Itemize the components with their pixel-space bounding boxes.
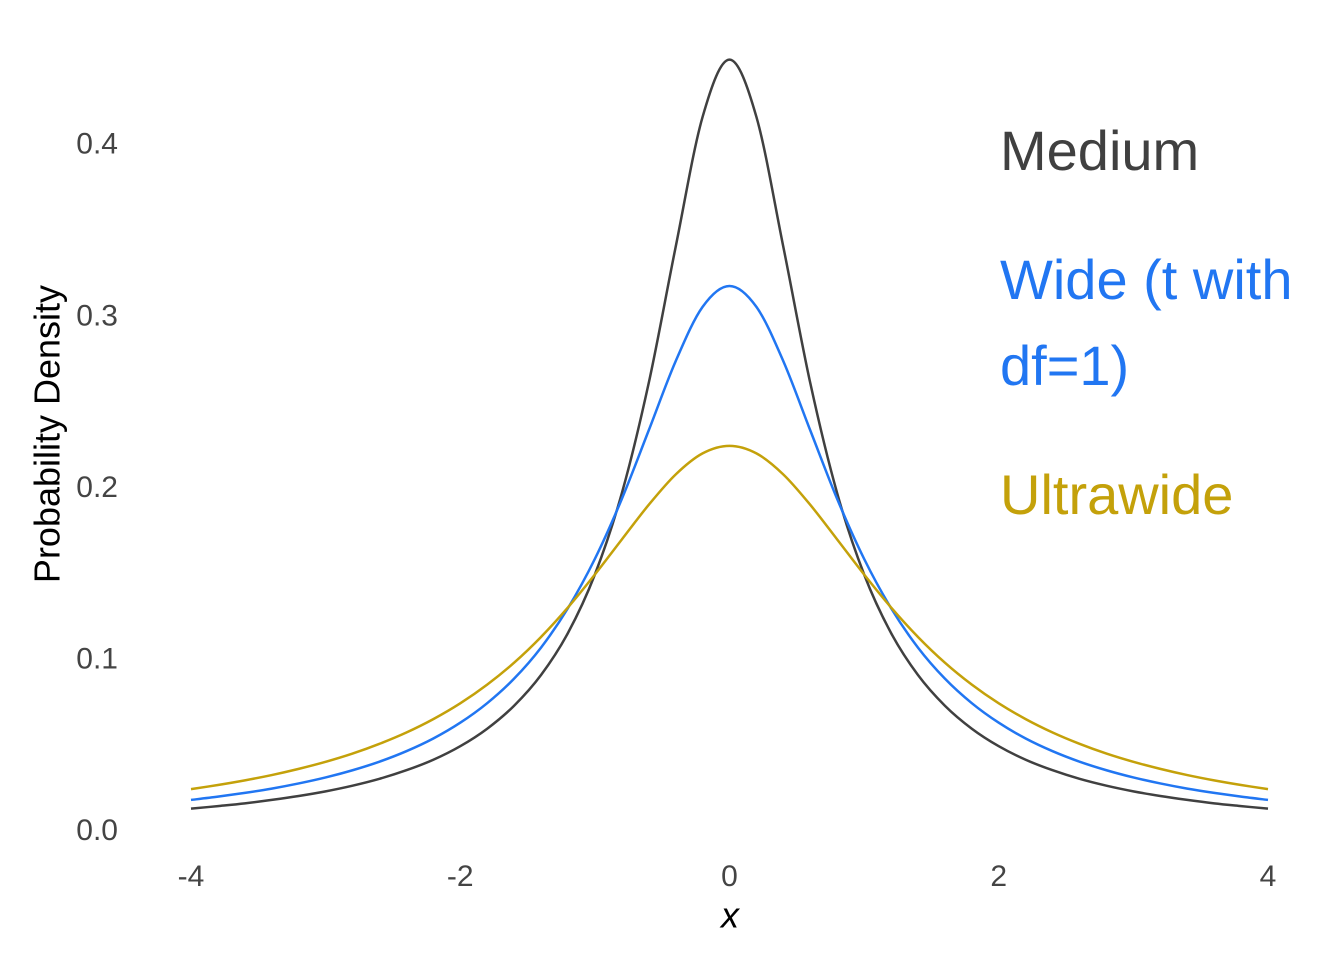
line bbox=[190, 58, 1269, 810]
y-tick-label: 0.4 bbox=[76, 128, 118, 161]
y-tick-label: 0.0 bbox=[76, 814, 118, 847]
line bbox=[190, 284, 1269, 802]
x-tick-label: 0 bbox=[721, 860, 738, 893]
line bbox=[190, 444, 1269, 791]
x-tick-label: -4 bbox=[178, 860, 205, 893]
x-axis-title: x bbox=[719, 895, 741, 936]
x-tick-label: 2 bbox=[990, 860, 1007, 893]
y-axis-title: Probability Density bbox=[27, 285, 68, 583]
x-tick-label: 4 bbox=[1260, 860, 1277, 893]
y-tick-label: 0.2 bbox=[76, 471, 118, 504]
y-tick-label: 0.3 bbox=[76, 299, 118, 332]
legend-entry: Medium bbox=[1000, 119, 1200, 182]
y-tick-label: 0.1 bbox=[76, 642, 118, 675]
x-tick-label: -2 bbox=[447, 860, 474, 893]
legend: Medium Wide (t with df=1) Ultrawide bbox=[1000, 108, 1340, 581]
legend-entry: Ultrawide bbox=[1000, 463, 1234, 526]
legend-entry: Wide (t with df=1) bbox=[1000, 248, 1293, 397]
